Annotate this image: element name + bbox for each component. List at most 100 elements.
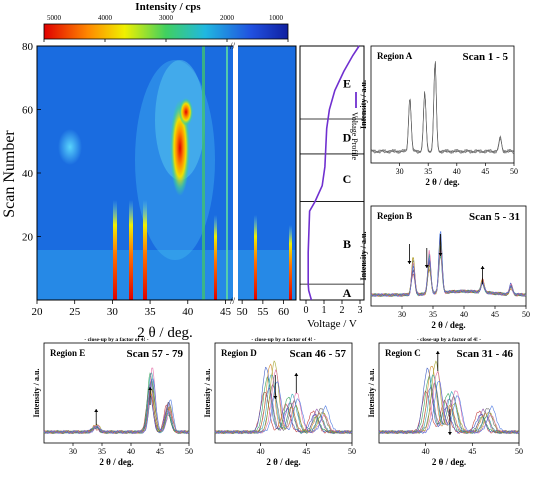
xrd-pattern-line	[43, 378, 190, 435]
heatmap-yticks: 20 40 60 80	[22, 41, 41, 244]
panel-xlabel: 2 θ / deg.	[432, 457, 466, 467]
voltage-frame	[299, 45, 365, 301]
heatmap-peak-line	[202, 46, 205, 300]
panel-xtick-label: 40	[460, 310, 468, 319]
panel-region-c: 40 45 50 2 θ / deg. Intensity / a.u. Region C…	[367, 337, 523, 467]
xrd-pattern-line	[370, 62, 515, 154]
heatmap-peak-line	[113, 200, 117, 300]
voltage-xtick-label: 3	[358, 305, 363, 316]
heatmap-xtick-label: 45	[220, 306, 232, 318]
trend-arrow-head	[294, 373, 299, 376]
heatmap-peak-line	[254, 215, 257, 300]
heatmap-xtick-label: 55	[257, 306, 269, 318]
region-label: D	[343, 130, 352, 144]
region-label: C	[343, 172, 352, 186]
xrd-pattern-line	[214, 360, 353, 435]
xrd-pattern-line	[43, 379, 190, 434]
panel-scan-range: Scan 46 - 57	[289, 348, 346, 360]
region-boundaries: A B C D E	[300, 77, 364, 300]
panel-region-a: 30 35 40 45 50 2 θ / deg. Intensity / a.u. Regi…	[359, 45, 518, 187]
xrd-pattern-line	[43, 367, 190, 435]
region-label: E	[343, 77, 351, 91]
axis-break-mark: //	[230, 41, 236, 51]
trend-arrow-head	[273, 396, 278, 399]
panel-scan-range: Scan 57 - 79	[126, 348, 183, 360]
heatmap-xtick-label: 25	[69, 306, 81, 318]
colorbar-tick-label: 4000	[98, 14, 113, 22]
xrd-pattern-line	[370, 231, 527, 297]
panel-region-label: Region E	[50, 348, 85, 358]
xrd-pattern-line	[378, 381, 520, 435]
voltage-xtick-label: 0	[304, 305, 309, 316]
panel-xtick-label: 30	[69, 447, 77, 456]
colorbar-tick-label: 2000	[220, 14, 235, 22]
panel-xtick-label: 50	[522, 310, 530, 319]
panel-region-d: 40 45 50 2 θ / deg. Intensity / a.u. Region D…	[203, 337, 356, 467]
heatmap-peak-line	[143, 200, 147, 300]
panel-xtick-label: 50	[185, 447, 193, 456]
heatmap-peak-line	[129, 200, 133, 300]
heatmap: // //	[36, 41, 297, 306]
heatmap-ytick-label: 80	[22, 41, 34, 53]
panel-closeup-note: - close-up by a factor of 4! -	[417, 337, 481, 343]
colorbar-tick-label: 5000	[47, 14, 62, 22]
heatmap-ytick-label: 40	[22, 168, 34, 180]
heatmap-xticks: 20 25 30 35 40 45 50 55 60	[32, 300, 290, 318]
panel-xtick-label: 40	[453, 167, 461, 176]
panel-xtick-label: 40	[422, 447, 430, 456]
heatmap-ytick-label: 60	[22, 105, 34, 117]
voltage-legend-label: Voltage Profile	[350, 112, 359, 161]
heatmap-ylabel: Scan Number	[1, 130, 18, 218]
heatmap-left-panel	[37, 46, 233, 300]
panel-xtick-label: 50	[515, 447, 523, 456]
panel-xtick-label: 30	[398, 310, 406, 319]
colorbar-ticks: 5000 4000 3000 2000 1000	[43, 14, 289, 42]
trend-arrow-head	[447, 432, 452, 435]
panel-xtick-label: 35	[98, 447, 106, 456]
panel-xtick-label: 50	[348, 447, 356, 456]
colorbar-tick-label: 1000	[269, 14, 284, 22]
axis-break	[233, 44, 238, 302]
trend-arrow-head	[435, 351, 440, 354]
heatmap-feature	[58, 129, 82, 165]
panel-region-label: Region C	[385, 348, 421, 358]
voltage-xtick-label: 2	[340, 305, 345, 316]
heatmap-feature	[238, 250, 296, 300]
panel-xlabel: 2 θ / deg.	[431, 320, 465, 330]
trend-arrow-head	[424, 265, 429, 268]
panel-scan-range: Scan 1 - 5	[462, 51, 508, 63]
panel-xtick-label: 35	[429, 310, 437, 319]
heatmap-ytick-label: 20	[22, 232, 34, 244]
heatmap-xtick-label: 20	[32, 306, 44, 318]
heatmap-xlabel: 2 θ / deg.	[137, 325, 193, 341]
xrd-pattern-line	[370, 233, 527, 297]
voltage-panel: A B C D E 0 1 2 3 Voltage / V Voltage Profile	[299, 45, 365, 330]
trend-arrow-head	[148, 387, 153, 390]
panel-ylabel: Intensity / a.u.	[367, 369, 376, 418]
colorbar	[43, 23, 289, 40]
heatmap-peak-line	[226, 46, 228, 300]
panel-frame	[370, 205, 527, 307]
colorbar-tick-label: 3000	[159, 14, 174, 22]
axis-break-mark: //	[230, 296, 236, 306]
panel-xtick-label: 45	[491, 310, 499, 319]
panel-xtick-label: 40	[127, 447, 135, 456]
panel-region-label: Region B	[377, 211, 412, 221]
voltage-curve	[307, 45, 360, 301]
panel-closeup-note: - close-up by a factor of 4! -	[251, 337, 315, 343]
heatmap-right-panel	[238, 46, 296, 300]
heatmap-hotspot	[179, 98, 193, 126]
panel-ylabel: Intensity / a.u.	[32, 369, 41, 418]
xrd-pattern-line	[214, 369, 353, 435]
region-label: A	[343, 286, 352, 300]
panel-xtick-label: 40	[257, 447, 265, 456]
panel-ylabel: Intensity / a.u.	[359, 232, 368, 281]
panel-scan-range: Scan 31 - 46	[456, 348, 513, 360]
trend-arrow-head	[438, 253, 443, 256]
panel-xtick-label: 45	[302, 447, 310, 456]
panel-xtick-label: 45	[468, 447, 476, 456]
panel-xlabel: 2 θ / deg.	[425, 177, 459, 187]
panel-xtick-label: 35	[424, 167, 432, 176]
voltage-xtick-label: 1	[322, 305, 327, 316]
